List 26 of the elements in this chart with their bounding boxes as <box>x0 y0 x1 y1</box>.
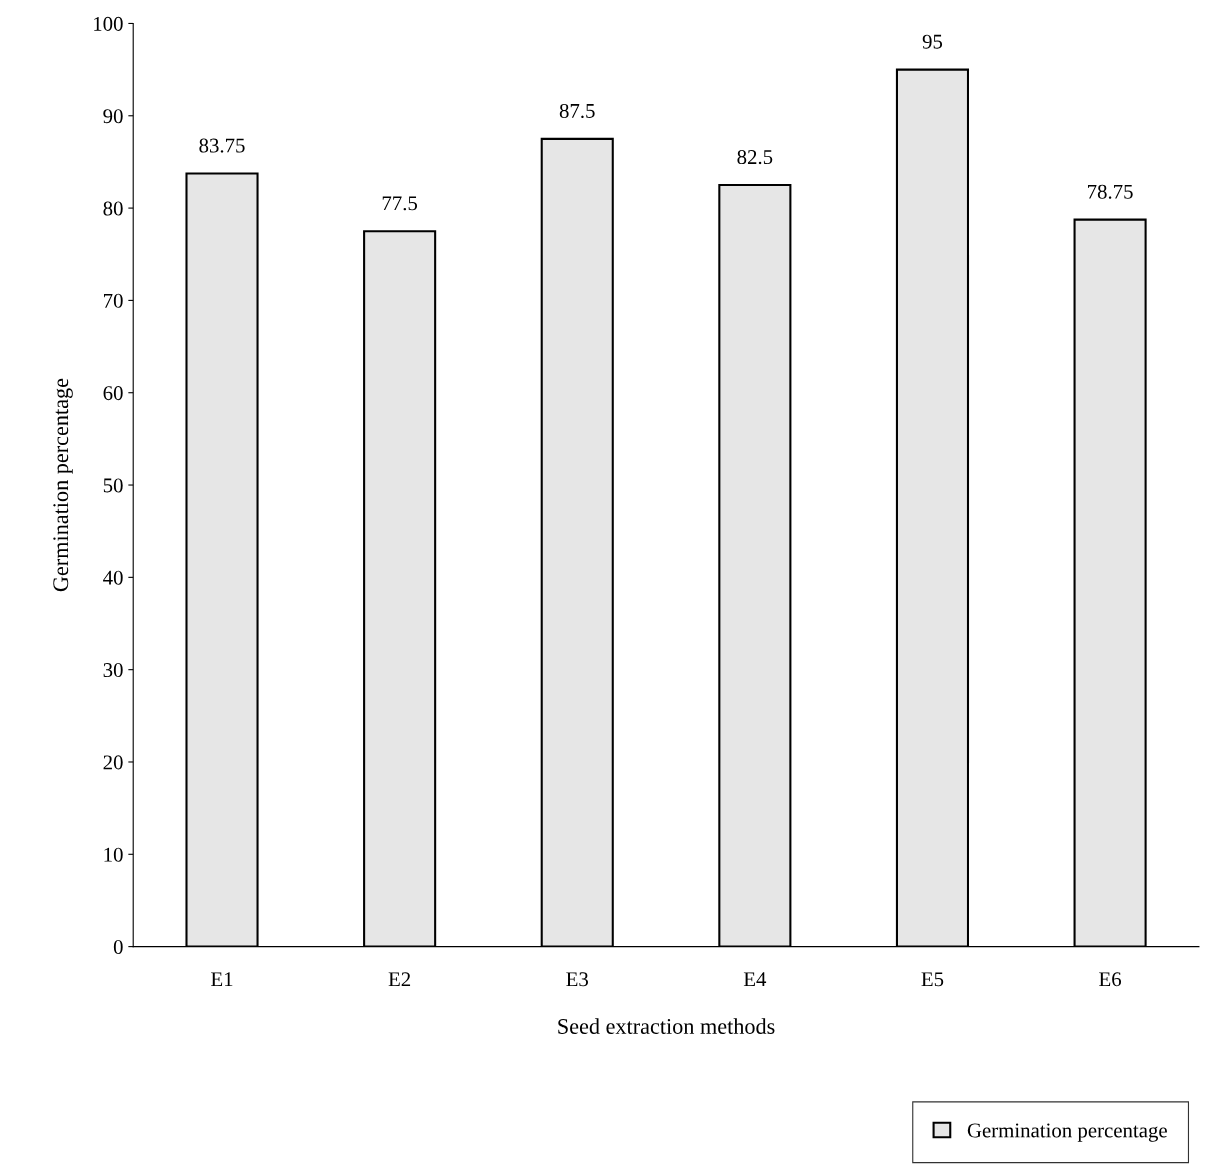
y-tick-label: 30 <box>103 663 123 678</box>
x-tick-label: E6 <box>1099 972 1122 987</box>
y-tick-label: 10 <box>104 847 123 862</box>
data-label: 78.75 <box>1088 184 1133 199</box>
x-axis-title: Seed extraction methods <box>558 1018 775 1034</box>
x-tick-label: E5 <box>921 972 944 987</box>
y-tick-label: 0 <box>113 939 123 955</box>
y-tick-label: 70 <box>104 293 123 308</box>
data-label: 87.5 <box>559 103 595 119</box>
x-tick-label: E2 <box>388 972 411 987</box>
x-tick-label: E4 <box>743 972 767 987</box>
x-tick-label: E1 <box>211 972 233 987</box>
legend-label: Germination percentage <box>967 1123 1167 1142</box>
y-axis-title: Germination percentage <box>53 378 73 592</box>
x-tick-label: E3 <box>566 972 588 987</box>
y-tick-label: 100 <box>94 16 123 31</box>
y-tick-label: 20 <box>103 755 123 770</box>
data-label: 95 <box>922 34 943 49</box>
y-tick-label: 90 <box>103 109 123 124</box>
y-tick-label: 40 <box>103 570 123 585</box>
data-label: 82.5 <box>737 150 773 165</box>
data-label: 77.5 <box>382 196 418 211</box>
y-tick-label: 60 <box>103 386 123 401</box>
y-tick-label: 50 <box>103 478 123 493</box>
data-label: 83.75 <box>199 138 245 153</box>
y-tick-label: 80 <box>103 201 123 216</box>
